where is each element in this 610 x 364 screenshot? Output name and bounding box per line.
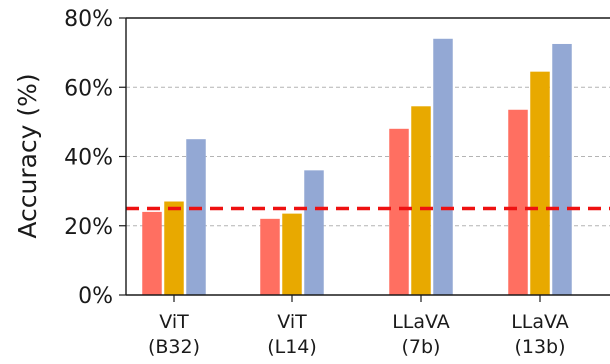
bars	[142, 38, 572, 296]
y-tick-label: 80%	[64, 7, 113, 32]
x-tick-label: ViT	[159, 311, 189, 333]
bar	[164, 201, 184, 295]
x-tick-label: (7b)	[402, 336, 441, 358]
x-tick-label: (B32)	[148, 336, 200, 358]
bar	[186, 139, 206, 295]
bar	[433, 38, 453, 296]
bar	[142, 211, 162, 295]
bar	[304, 170, 324, 295]
x-tick-label: ViT	[277, 311, 307, 333]
y-tick-label: 60%	[64, 76, 113, 101]
x-tick-label: (13b)	[514, 336, 565, 358]
bar	[282, 213, 302, 295]
bar	[552, 43, 572, 295]
bar	[530, 71, 550, 295]
bar	[260, 218, 280, 295]
gridlines	[126, 86, 610, 227]
y-tick-label: 0%	[78, 284, 113, 309]
x-ticks: ViT (B32) ViT (L14) LLaVA (7b) LLaVA (13b)	[148, 295, 569, 358]
y-ticks: 0% 20% 40% 60% 80%	[64, 7, 126, 309]
y-tick-label: 40%	[64, 146, 113, 171]
bar	[389, 128, 409, 295]
bar	[508, 109, 528, 295]
x-tick-label: (L14)	[267, 336, 317, 358]
y-tick-label: 20%	[64, 215, 113, 240]
y-axis-title: Accuracy (%)	[13, 73, 42, 238]
bar	[411, 106, 431, 295]
x-tick-label: LLaVA	[392, 311, 450, 333]
x-tick-label: LLaVA	[511, 311, 569, 333]
